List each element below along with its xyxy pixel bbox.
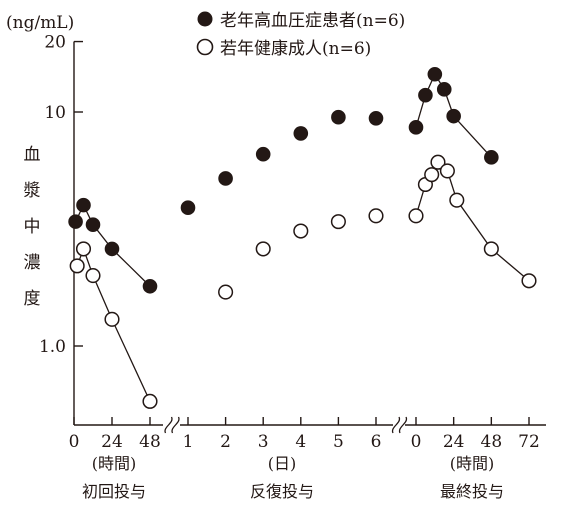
x-tick-label-2-0: 0 [411,432,422,452]
x-tick-label-2-3: 72 [518,432,540,452]
x-unit-label-0: (時間) [92,454,137,473]
x-tick-label-1-1: 2 [220,432,231,452]
point-elderly-1-5 [368,110,384,126]
point-young-1-3 [330,214,346,230]
x-tick-label-1-0: 1 [183,432,194,452]
series-layer [68,66,537,409]
y-label-char-0: 血 [24,145,41,165]
point-elderly-1-3 [293,126,309,141]
x-tick-label-1-4: 5 [333,432,344,452]
point-young-1-2 [293,223,309,239]
x-tick-label-0-1: 24 [101,432,123,452]
y-tick-label-2: 20 [44,33,66,53]
point-young-1-4 [368,208,384,224]
x-tick-label-1-3: 4 [295,432,306,452]
legend-marker-young [196,38,214,56]
point-elderly-0-2 [85,217,101,232]
x-unit-label-2: (時間) [450,454,495,473]
point-elderly-1-1 [218,171,233,186]
y-tick-label-0: 1.0 [39,337,66,357]
point-elderly-2-0 [408,120,424,135]
point-elderly-1-2 [255,146,271,162]
y-axis-unit: (ng/mL) [6,13,74,33]
point-young-1-1 [255,241,271,257]
point-young-0-4 [142,393,158,409]
point-elderly-1-0 [180,200,196,215]
point-elderly-0-4 [142,278,158,294]
point-young-2-7 [521,273,537,289]
axis-break-1-1 [398,416,408,434]
point-young-1-0 [218,284,234,300]
point-young-2-2 [424,167,440,183]
panel-name-2: 最終投与 [440,482,504,501]
y-label-char-2: 中 [24,217,41,237]
legend: 老年高血圧症患者(n=6) 若年健康成人(n=6) [196,11,405,59]
point-young-2-5 [449,192,465,208]
x-tick-label-1-2: 3 [258,432,269,452]
point-young-0-0 [69,258,85,274]
panel-name-1: 反復投与 [250,482,314,501]
point-elderly-2-3 [436,82,452,97]
x-tick-label-2-2: 48 [481,432,503,452]
y-label-char-1: 漿 [24,181,41,201]
point-young-2-6 [483,241,499,257]
point-young-0-1 [75,241,92,257]
point-elderly-2-1 [418,87,433,103]
y-label-char-3: 濃 [24,253,41,273]
legend-label-young: 若年健康成人(n=6) [220,39,371,59]
axis-break-0-1 [171,416,180,434]
x-tick-label-0-2: 48 [139,432,161,452]
point-young-2-3 [430,154,446,170]
point-elderly-0-0 [68,214,83,229]
legend-label-elderly: 老年高血圧症患者(n=6) [220,11,405,31]
y-tick-label-1: 10 [44,103,66,123]
point-elderly-1-4 [331,109,346,125]
x-unit-label-1: (日) [268,454,297,473]
panel-name-0: 初回投与 [82,482,146,501]
x-tick-label-0-0: 0 [69,432,80,452]
legend-marker-elderly [197,11,213,27]
point-elderly-2-4 [446,108,461,124]
point-elderly-2-2 [427,66,443,82]
x-tick-label-2-1: 24 [443,432,465,452]
point-young-2-4 [439,163,455,179]
point-elderly-2-5 [484,150,499,165]
point-young-0-2 [85,268,101,284]
axis-break-0-0 [164,416,173,434]
point-elderly-0-1 [76,197,91,213]
y-label-char-4: 度 [24,289,41,309]
point-young-0-3 [104,311,120,327]
point-elderly-0-3 [104,241,120,257]
point-young-2-0 [408,208,424,224]
x-tick-label-1-5: 6 [371,432,382,452]
axis-break-1-0 [391,416,401,434]
